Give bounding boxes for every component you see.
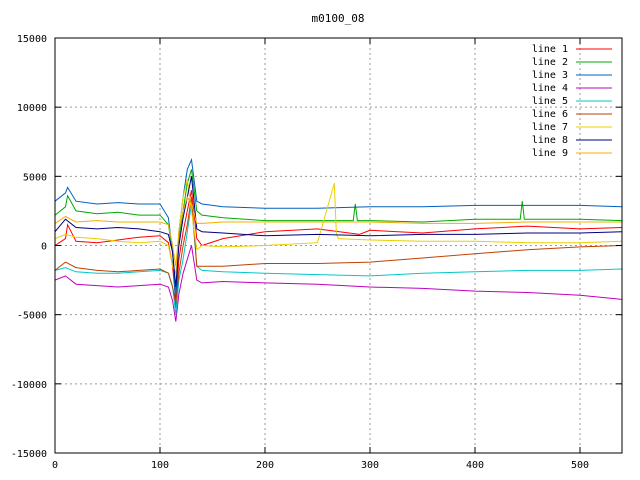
legend-label: line 7 bbox=[532, 122, 568, 133]
y-tick-label: -15000 bbox=[11, 449, 47, 460]
legend: line 1 line 2 line 3 line 4 line 5 line 6 line… bbox=[532, 44, 612, 159]
series-line-7 bbox=[54, 178, 623, 276]
y-tick-label: 10000 bbox=[17, 103, 47, 114]
x-tick-label: 200 bbox=[256, 460, 274, 471]
series-line-2 bbox=[54, 169, 623, 294]
series-line-6 bbox=[54, 197, 623, 304]
legend-label: line 2 bbox=[532, 57, 568, 68]
series-line-4 bbox=[54, 245, 623, 322]
y-tick-label: -5000 bbox=[17, 311, 47, 322]
legend-label: line 1 bbox=[532, 44, 568, 55]
x-tick-label: 300 bbox=[361, 460, 379, 471]
chart-title: m0100_08 bbox=[312, 12, 365, 25]
series-line-5 bbox=[54, 203, 623, 315]
series-line-3 bbox=[54, 157, 623, 308]
legend-label: line 5 bbox=[532, 96, 568, 107]
y-tick-label: 0 bbox=[41, 242, 47, 253]
legend-label: line 8 bbox=[532, 135, 568, 146]
series-line-1 bbox=[54, 190, 623, 301]
series-line-9 bbox=[54, 195, 622, 267]
y-tick-label: 15000 bbox=[17, 34, 47, 45]
axis-ticks: -15000 -10000 -5000 0 5000 10000 15000 0 100 200 3… bbox=[11, 34, 622, 471]
legend-label: line 3 bbox=[532, 70, 568, 81]
y-tick-label: 5000 bbox=[23, 172, 47, 183]
grid bbox=[55, 38, 622, 453]
series-group bbox=[54, 157, 623, 322]
legend-label: line 4 bbox=[532, 83, 568, 94]
y-tick-label: -10000 bbox=[11, 380, 47, 391]
legend-label: line 9 bbox=[532, 148, 568, 159]
x-tick-label: 500 bbox=[571, 460, 589, 471]
x-tick-label: 0 bbox=[52, 460, 58, 471]
legend-label: line 6 bbox=[532, 109, 568, 120]
x-tick-label: 400 bbox=[466, 460, 484, 471]
x-tick-label: 100 bbox=[151, 460, 169, 471]
